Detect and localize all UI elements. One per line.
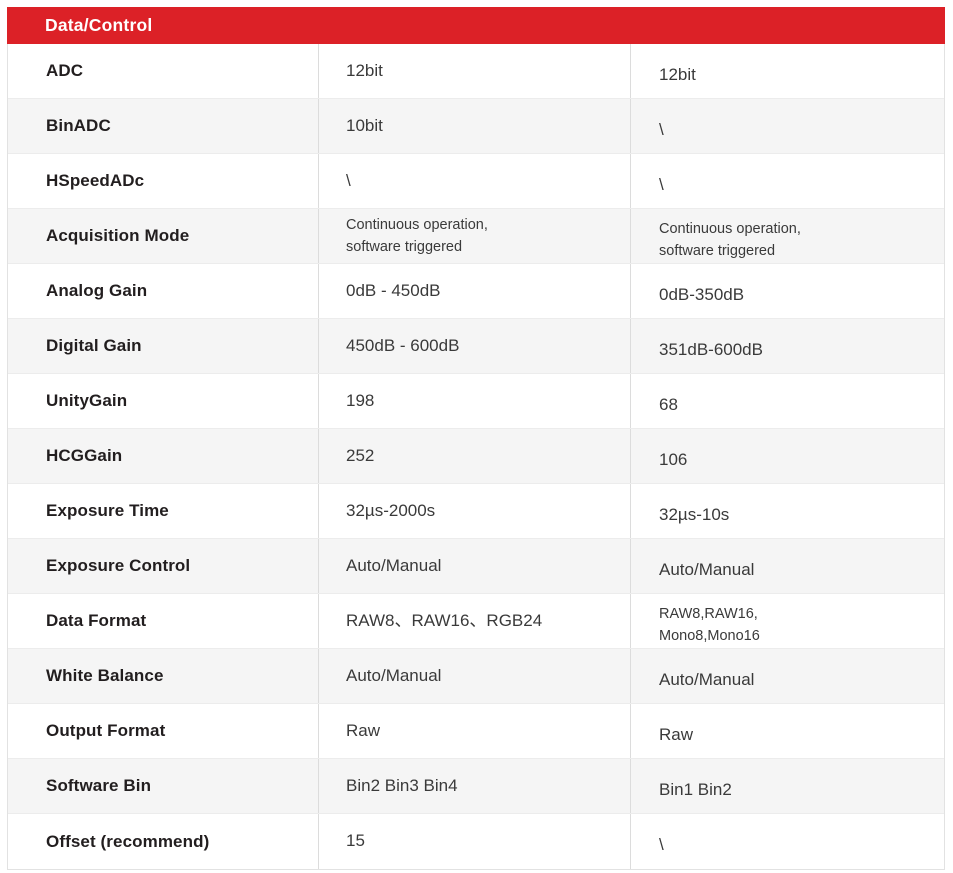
- row-value-col1: Bin2 Bin3 Bin4: [318, 759, 630, 813]
- table-row-hcggain: HCGGain 252 106: [8, 429, 944, 484]
- row-value-col1: 198: [318, 374, 630, 428]
- row-label: Digital Gain: [46, 336, 142, 355]
- table-body: ADC 12bit 12bit BinADC 10bit \ HSpeedADc…: [7, 44, 945, 870]
- row-value-col2: Auto/Manual: [630, 649, 944, 703]
- row-label: ADC: [46, 61, 84, 80]
- table-row-acquisition-mode: Acquisition Mode Continuous operation, s…: [8, 209, 944, 264]
- row-label: White Balance: [46, 666, 164, 685]
- table-row-offset-recommend: Offset (recommend) 15 \: [8, 814, 944, 869]
- row-label: Output Format: [46, 721, 166, 740]
- table-row-software-bin: Software Bin Bin2 Bin3 Bin4 Bin1 Bin2: [8, 759, 944, 814]
- row-value-col2: 0dB-350dB: [630, 264, 944, 318]
- row-value-col1: 12bit: [318, 44, 630, 98]
- table-row-hspeedadc: HSpeedADc \ \: [8, 154, 944, 209]
- table-row-digital-gain: Digital Gain 450dB - 600dB 351dB-600dB: [8, 319, 944, 374]
- row-label: Offset (recommend): [46, 831, 210, 851]
- row-label: HSpeedADc: [46, 171, 145, 190]
- row-value-col2: 12bit: [630, 44, 944, 98]
- row-value-col2: 32µs-10s: [630, 484, 944, 538]
- row-value-col2: \: [630, 154, 944, 208]
- row-value-col2: 68: [630, 374, 944, 428]
- table-row-white-balance: White Balance Auto/Manual Auto/Manual: [8, 649, 944, 704]
- row-value-col1: 10bit: [318, 99, 630, 153]
- table-row-binadc: BinADC 10bit \: [8, 99, 944, 154]
- row-value-col2: Bin1 Bin2: [630, 759, 944, 813]
- row-value-col1: Raw: [318, 704, 630, 758]
- row-value-col1: Continuous operation, software triggered: [318, 209, 630, 263]
- table-header: Data/Control: [7, 7, 945, 44]
- row-label: Exposure Time: [46, 501, 169, 520]
- row-value-col1: Auto/Manual: [318, 539, 630, 593]
- row-label: Analog Gain: [46, 281, 148, 300]
- row-value-col2: Auto/Manual: [630, 539, 944, 593]
- row-value-col1: Auto/Manual: [318, 649, 630, 703]
- row-value-col2: RAW8,RAW16, Mono8,Mono16: [630, 594, 944, 648]
- row-value-col2: Raw: [630, 704, 944, 758]
- row-value-col2: 106: [630, 429, 944, 483]
- row-value-col1: 15: [318, 814, 630, 869]
- row-value-col2: \: [630, 814, 944, 869]
- table-header-title: Data/Control: [45, 15, 153, 35]
- table-row-adc: ADC 12bit 12bit: [8, 44, 944, 99]
- spec-table: Data/Control ADC 12bit 12bit BinADC 10bi…: [7, 7, 945, 870]
- table-row-unitygain: UnityGain 198 68: [8, 374, 944, 429]
- table-row-data-format: Data Format RAW8、RAW16、RGB24 RAW8,RAW16,…: [8, 594, 944, 649]
- row-value-col1: 0dB - 450dB: [318, 264, 630, 318]
- row-label: Data Format: [46, 611, 147, 630]
- row-value-col1: 252: [318, 429, 630, 483]
- row-label: BinADC: [46, 116, 111, 135]
- table-row-output-format: Output Format Raw Raw: [8, 704, 944, 759]
- row-value-col2: 351dB-600dB: [630, 319, 944, 373]
- row-label: UnityGain: [46, 391, 128, 410]
- row-value-col1: 32µs-2000s: [318, 484, 630, 538]
- row-value-col1: \: [318, 154, 630, 208]
- row-label: Acquisition Mode: [46, 226, 190, 245]
- table-row-exposure-time: Exposure Time 32µs-2000s 32µs-10s: [8, 484, 944, 539]
- row-label: Software Bin: [46, 776, 152, 795]
- row-value-col1: RAW8、RAW16、RGB24: [318, 594, 630, 648]
- row-value-col2: \: [630, 99, 944, 153]
- table-row-analog-gain: Analog Gain 0dB - 450dB 0dB-350dB: [8, 264, 944, 319]
- row-label: Exposure Control: [46, 556, 191, 575]
- row-value-col2: Continuous operation, software triggered: [630, 209, 944, 263]
- row-value-col1: 450dB - 600dB: [318, 319, 630, 373]
- row-label: HCGGain: [46, 446, 123, 465]
- table-row-exposure-control: Exposure Control Auto/Manual Auto/Manual: [8, 539, 944, 594]
